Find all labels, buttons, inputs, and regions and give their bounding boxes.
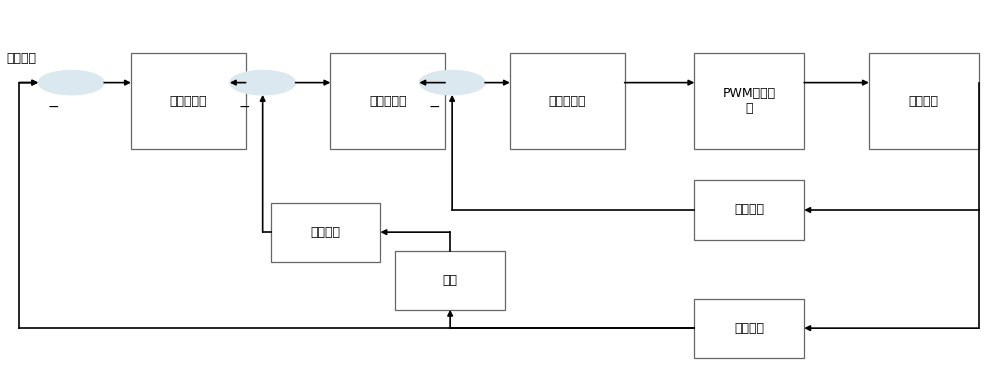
Text: 电流反馈: 电流反馈 bbox=[734, 203, 764, 217]
FancyBboxPatch shape bbox=[694, 299, 804, 358]
FancyBboxPatch shape bbox=[869, 53, 979, 149]
FancyBboxPatch shape bbox=[694, 53, 804, 149]
Text: 位置环控制: 位置环控制 bbox=[170, 94, 207, 108]
Circle shape bbox=[419, 70, 485, 95]
Text: 速度反馈: 速度反馈 bbox=[310, 226, 340, 239]
FancyBboxPatch shape bbox=[395, 251, 505, 310]
Text: 伺服电机: 伺服电机 bbox=[909, 94, 939, 108]
FancyBboxPatch shape bbox=[131, 53, 246, 149]
Text: −: − bbox=[47, 100, 59, 113]
Text: −: − bbox=[239, 100, 251, 113]
Text: −: − bbox=[428, 100, 440, 113]
Text: 速度环控制: 速度环控制 bbox=[369, 94, 407, 108]
Circle shape bbox=[38, 70, 104, 95]
FancyBboxPatch shape bbox=[694, 180, 804, 240]
Text: 微分: 微分 bbox=[443, 274, 458, 287]
Circle shape bbox=[230, 70, 296, 95]
Text: 目标位置: 目标位置 bbox=[6, 52, 36, 65]
FancyBboxPatch shape bbox=[510, 53, 625, 149]
FancyBboxPatch shape bbox=[330, 53, 445, 149]
Text: PWM驱动装
置: PWM驱动装 置 bbox=[723, 87, 776, 115]
Text: 电流环控制: 电流环控制 bbox=[549, 94, 586, 108]
Text: 位置反馈: 位置反馈 bbox=[734, 322, 764, 335]
FancyBboxPatch shape bbox=[271, 203, 380, 262]
